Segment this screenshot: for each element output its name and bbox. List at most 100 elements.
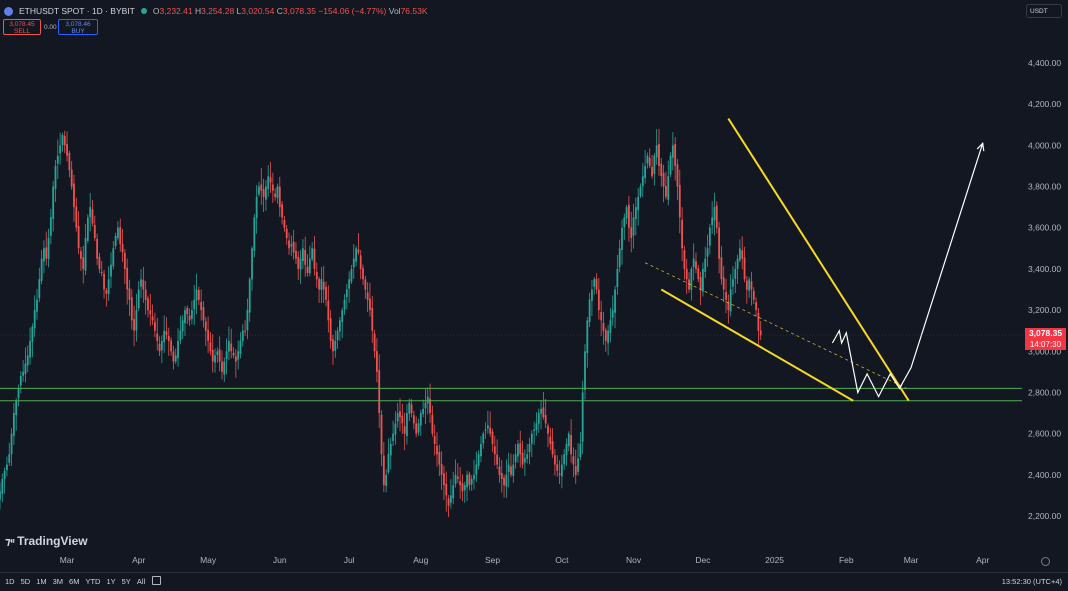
price-tick-label: 2,600.00 xyxy=(1028,429,1061,439)
symbol-title[interactable]: ETHUSDT SPOT · 1D · BYBIT xyxy=(19,6,135,16)
candle-body xyxy=(604,330,607,341)
candle-body xyxy=(89,207,92,218)
ohlc-value: 3,232.41 xyxy=(159,6,195,16)
candle-body xyxy=(628,204,630,228)
candle-body xyxy=(193,299,196,310)
sell-button[interactable]: 3,078.45 SELL xyxy=(3,19,41,35)
candle-body xyxy=(355,248,357,262)
range-button-all[interactable]: All xyxy=(136,577,146,586)
candle-body xyxy=(329,318,332,341)
ohlc-key: Vol xyxy=(388,6,401,16)
buy-button[interactable]: 3,078.46 BUY xyxy=(58,19,98,35)
candle-body xyxy=(133,319,136,331)
candle-body xyxy=(191,310,193,319)
candle-body xyxy=(609,320,612,334)
range-button-1d[interactable]: 1D xyxy=(5,577,15,586)
candle-body xyxy=(338,320,341,332)
time-tick-label: Apr xyxy=(976,555,989,565)
candle-body xyxy=(602,322,605,331)
candle-body xyxy=(297,256,300,269)
candle-body xyxy=(736,258,739,269)
range-button-ytd[interactable]: YTD xyxy=(85,577,101,586)
candle-body xyxy=(591,289,593,301)
candle-body xyxy=(260,184,263,191)
candle-body xyxy=(399,411,401,418)
candle-body xyxy=(343,299,346,310)
range-button-5y[interactable]: 5Y xyxy=(121,577,131,586)
candle-body xyxy=(110,264,112,277)
calendar-icon[interactable] xyxy=(152,576,161,585)
candle-body xyxy=(223,361,226,375)
candle-body xyxy=(456,476,459,479)
candle-body xyxy=(630,227,633,239)
settings-gear-icon[interactable] xyxy=(1041,557,1050,566)
candle-body xyxy=(595,278,598,290)
candle-body xyxy=(308,258,311,274)
candle-body xyxy=(581,392,584,442)
candle-body xyxy=(385,474,388,486)
candle-body xyxy=(130,297,133,321)
range-button-6m[interactable]: 6M xyxy=(69,577,80,586)
candle-body xyxy=(334,340,337,351)
candle-body xyxy=(6,464,8,471)
candle-body xyxy=(174,355,177,362)
candle-body xyxy=(639,186,642,196)
candle-body xyxy=(722,277,725,290)
candle-body xyxy=(267,176,270,190)
candle-body xyxy=(556,464,559,471)
candle-body xyxy=(621,227,623,251)
candle-body xyxy=(396,413,399,422)
candle-body xyxy=(757,312,760,331)
candle-body xyxy=(743,257,746,280)
candle-body xyxy=(0,491,1,500)
candle-body xyxy=(480,443,482,457)
candle-body xyxy=(408,402,411,414)
currency-select[interactable]: USDT xyxy=(1026,4,1062,18)
time-tick-label: Dec xyxy=(695,555,711,565)
candle-body xyxy=(438,451,441,465)
time-tick-label: Nov xyxy=(626,555,642,565)
candle-body xyxy=(140,279,142,287)
candle-body xyxy=(734,268,737,279)
candle-body xyxy=(288,240,290,249)
candle-body xyxy=(625,207,628,219)
candle-body xyxy=(285,228,288,239)
candle-body xyxy=(748,279,751,291)
wedge-mid-dashed-line xyxy=(644,262,907,389)
ohlc-values: O3,232.41 H3,254.28 L3,020.54 C3,078.35 … xyxy=(153,6,428,16)
candle-body xyxy=(295,250,297,259)
projection-path xyxy=(831,143,984,398)
candle-body xyxy=(306,266,309,274)
candle-body xyxy=(403,426,406,434)
candle-body xyxy=(332,339,334,352)
candle-body xyxy=(711,217,714,226)
range-button-3m[interactable]: 3M xyxy=(52,577,64,586)
candle-body xyxy=(135,310,138,331)
time-tick-label: Oct xyxy=(555,555,569,565)
sell-price: 3,078.45 xyxy=(9,21,35,28)
candle-body xyxy=(463,485,466,491)
range-button-1m[interactable]: 1M xyxy=(36,577,47,586)
candle-body xyxy=(655,145,658,158)
candle-body xyxy=(253,217,256,251)
candle-body xyxy=(554,455,556,465)
time-tick-label: Jul xyxy=(344,555,355,565)
candle-body xyxy=(207,329,209,341)
candle-body xyxy=(186,307,189,315)
candles-layer xyxy=(0,128,762,517)
range-button-1y[interactable]: 1Y xyxy=(106,577,116,586)
candle-body xyxy=(468,473,471,486)
range-button-5d[interactable]: 5D xyxy=(20,577,31,586)
candle-body xyxy=(584,351,586,390)
buy-label: BUY xyxy=(71,28,85,35)
candle-body xyxy=(341,310,344,323)
candle-body xyxy=(417,423,420,433)
candle-body xyxy=(579,443,582,458)
candle-body xyxy=(523,458,526,463)
buy-price: 3,078.46 xyxy=(65,21,91,28)
candle-body xyxy=(486,425,489,429)
candle-body xyxy=(600,312,603,321)
candle-body xyxy=(759,330,762,336)
candle-body xyxy=(436,445,438,455)
